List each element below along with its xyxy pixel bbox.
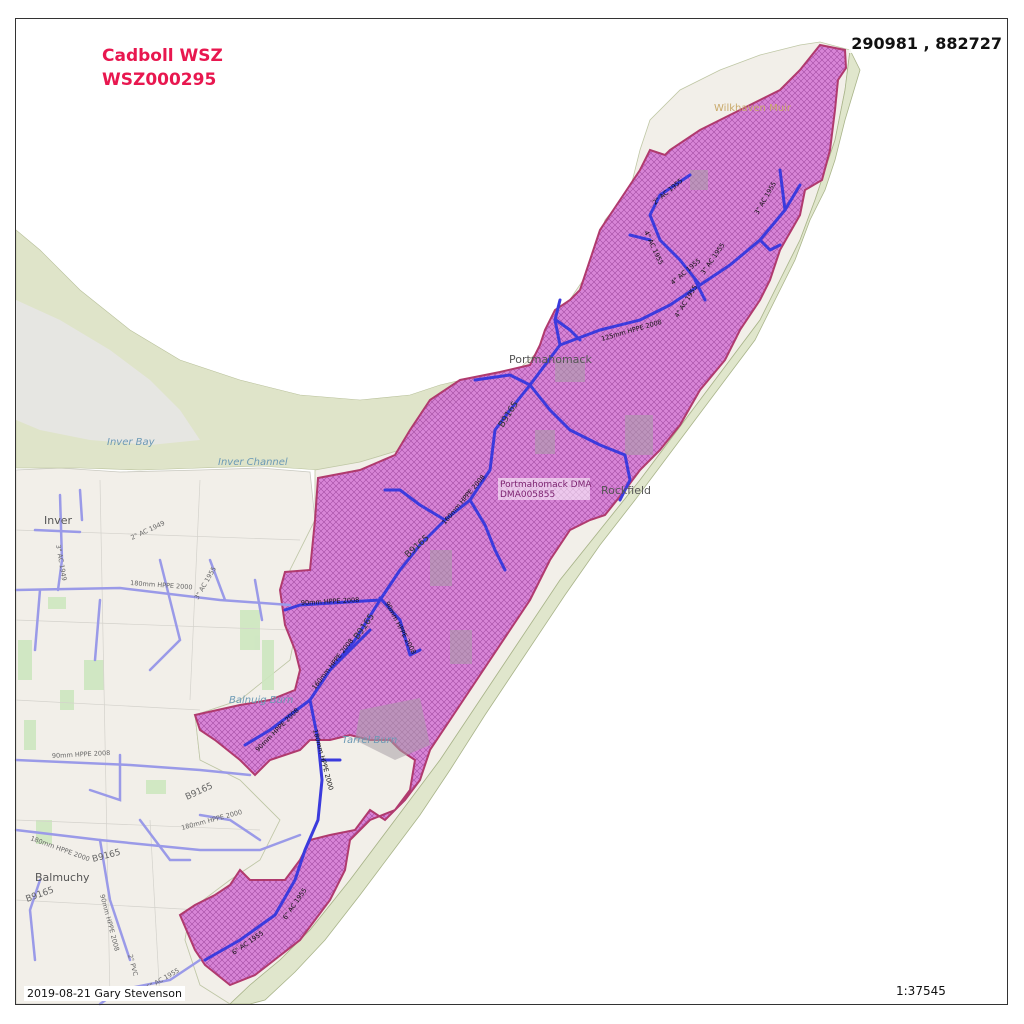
map-credit: 2019-08-21 Gary Stevenson [24,986,185,1001]
inver-bay-shallows [16,300,200,445]
field-parcels [18,597,274,844]
place-label-inver-channel: Inver Channel [218,457,288,468]
pipe-label-90-hppe-mainland: 90mm HPPE 2008 [52,749,111,760]
dma-label-name: Portmahomack DMA [500,480,592,490]
zone-code: WSZ000295 [102,70,217,90]
place-label-inver: Inver [44,514,72,527]
place-label-inver-bay: Inver Bay [107,437,156,448]
building-blocks [355,170,708,760]
zone-water-mains [203,168,802,962]
pipe-label-90-hppe-west: 90mm HPPE 2008 [301,596,360,607]
zone-name: Cadboll WSZ [102,46,223,66]
place-label-balmuchy: Balmuchy [35,871,90,884]
zone-title: Cadboll WSZ WSZ000295 [102,44,223,92]
place-label-rockfield: Rockfield [601,484,651,497]
dma-label-code: DMA005855 [500,490,555,500]
place-label-portmahomack: Portmahomack [509,353,592,366]
map-scale: 1:37545 [896,984,946,998]
dma-label: Portmahomack DMA DMA005855 [498,478,592,500]
place-label-wilkhaven: Wilkhaven Muir [714,103,792,114]
other-zone-mains [14,488,302,1006]
coordinate-readout: 290981 , 882727 [849,34,1004,53]
place-label-balnuig-burn: Balnuig Burn [229,695,293,706]
place-label-tarrel-burn: Tarrel Burn [342,735,397,746]
water-supply-zone-polygon[interactable] [178,43,848,987]
